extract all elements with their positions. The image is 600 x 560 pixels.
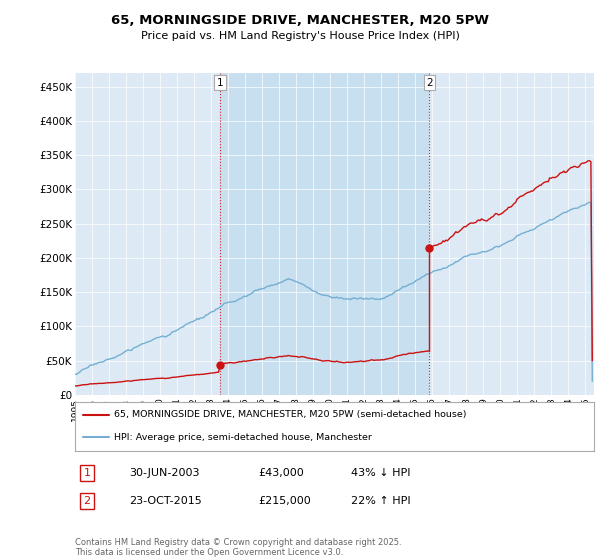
Text: 1: 1 xyxy=(83,468,91,478)
Text: 30-JUN-2003: 30-JUN-2003 xyxy=(129,468,199,478)
Bar xyxy=(220,73,430,395)
Text: Contains HM Land Registry data © Crown copyright and database right 2025.
This d: Contains HM Land Registry data © Crown c… xyxy=(75,538,401,557)
Text: 23-OCT-2015: 23-OCT-2015 xyxy=(129,496,202,506)
Text: 65, MORNINGSIDE DRIVE, MANCHESTER, M20 5PW (semi-detached house): 65, MORNINGSIDE DRIVE, MANCHESTER, M20 5… xyxy=(114,410,466,419)
Text: 65, MORNINGSIDE DRIVE, MANCHESTER, M20 5PW: 65, MORNINGSIDE DRIVE, MANCHESTER, M20 5… xyxy=(111,14,489,27)
Text: 43% ↓ HPI: 43% ↓ HPI xyxy=(351,468,410,478)
Text: 2: 2 xyxy=(83,496,91,506)
Text: HPI: Average price, semi-detached house, Manchester: HPI: Average price, semi-detached house,… xyxy=(114,433,372,442)
Text: £43,000: £43,000 xyxy=(258,468,304,478)
Text: 1: 1 xyxy=(217,78,223,87)
Text: £215,000: £215,000 xyxy=(258,496,311,506)
Text: 22% ↑ HPI: 22% ↑ HPI xyxy=(351,496,410,506)
Text: Price paid vs. HM Land Registry's House Price Index (HPI): Price paid vs. HM Land Registry's House … xyxy=(140,31,460,41)
Text: 2: 2 xyxy=(426,78,433,87)
